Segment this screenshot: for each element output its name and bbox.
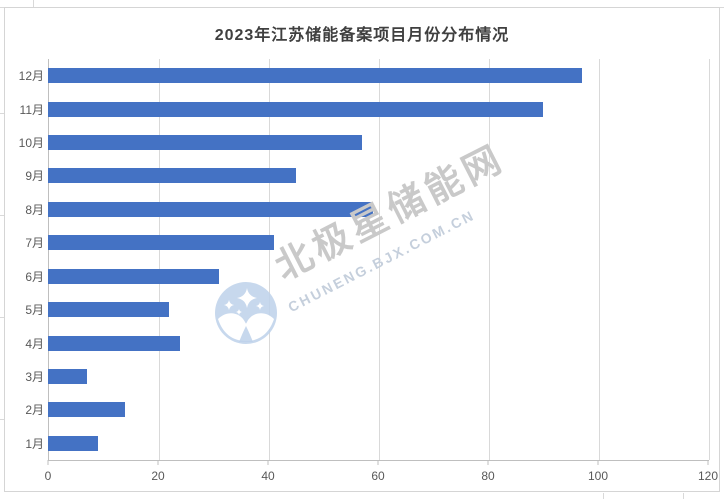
sheet-row-line bbox=[0, 419, 4, 420]
y-axis-label: 5月 bbox=[25, 303, 44, 318]
bar-row bbox=[48, 226, 708, 259]
value-axis-labels: 0 20 40 60 80 100 120 bbox=[44, 469, 718, 485]
bar-month-4[interactable] bbox=[48, 335, 180, 351]
bar-row bbox=[48, 159, 708, 192]
axis-tick bbox=[157, 460, 159, 465]
axis-tick bbox=[597, 460, 599, 465]
sheet-column-line bbox=[33, 0, 34, 7]
axis-tick bbox=[487, 460, 489, 465]
category-axis-labels: 12月 11月 10月 9月 8月 7月 6月 5月 4月 3月 2月 1月 bbox=[7, 59, 44, 460]
bar-row bbox=[48, 193, 708, 226]
bar-row bbox=[48, 326, 708, 359]
y-axis-label: 7月 bbox=[25, 236, 44, 251]
y-axis-label: 11月 bbox=[19, 102, 44, 117]
bar-month-10[interactable] bbox=[48, 135, 362, 151]
y-axis-label: 3月 bbox=[25, 370, 44, 384]
bar-month-7[interactable] bbox=[48, 235, 274, 251]
axis-tick bbox=[377, 460, 379, 465]
bar-row bbox=[48, 293, 708, 326]
bar-month-12[interactable] bbox=[48, 68, 582, 84]
x-axis-label: 120 bbox=[697, 469, 719, 483]
sheet-row-line bbox=[0, 113, 4, 114]
sheet-column-line bbox=[603, 493, 604, 499]
axis-tick bbox=[707, 460, 709, 465]
x-axis-label: 80 bbox=[481, 469, 495, 483]
gridline-120 bbox=[709, 59, 710, 460]
x-axis-label: 40 bbox=[261, 469, 275, 483]
y-axis-label: 12月 bbox=[18, 69, 44, 84]
gridline-100 bbox=[599, 59, 600, 460]
bar-row bbox=[48, 92, 708, 125]
chart-title[interactable]: 2023年江苏储能备案项目月份分布情况 bbox=[214, 27, 510, 44]
y-axis-label: 2月 bbox=[25, 403, 44, 418]
value-axis-ticks bbox=[47, 460, 709, 465]
sheet-column-line bbox=[683, 493, 684, 499]
bar-series bbox=[48, 59, 708, 460]
bar-month-1[interactable] bbox=[48, 435, 98, 451]
x-axis-label: 0 bbox=[44, 469, 52, 483]
gridline-80 bbox=[489, 59, 490, 460]
bar-month-6[interactable] bbox=[48, 268, 219, 284]
bar-month-3[interactable] bbox=[48, 369, 87, 384]
x-axis-label: 100 bbox=[587, 469, 609, 483]
axis-tick bbox=[267, 460, 269, 465]
bar-row bbox=[48, 126, 708, 159]
y-axis-label: 10月 bbox=[18, 136, 44, 151]
y-axis-label: 9月 bbox=[25, 169, 44, 184]
bar-month-11[interactable] bbox=[48, 101, 543, 117]
x-axis-label: 60 bbox=[371, 469, 385, 483]
gridline-40 bbox=[269, 59, 270, 460]
y-axis-label: 4月 bbox=[25, 336, 44, 351]
axis-tick bbox=[47, 460, 49, 465]
gridline-60 bbox=[379, 59, 380, 460]
bar-row bbox=[48, 393, 708, 426]
sheet-row-line bbox=[0, 317, 4, 318]
bar-row bbox=[48, 360, 708, 393]
x-axis-label: 20 bbox=[151, 469, 165, 483]
chart-object[interactable]: 2023年江苏储能备案项目月份分布情况 12月 11月 10月 9月 8月 7月 6月 5月 4… bbox=[4, 7, 720, 492]
plot-area bbox=[48, 59, 710, 461]
bar-month-9[interactable] bbox=[48, 168, 296, 184]
y-axis-label: 6月 bbox=[25, 269, 44, 284]
bar-row bbox=[48, 427, 708, 460]
bar-row bbox=[48, 260, 708, 293]
bar-month-8[interactable] bbox=[48, 201, 373, 217]
bar-row bbox=[48, 59, 708, 92]
gridline-20 bbox=[159, 59, 160, 460]
bar-month-2[interactable] bbox=[48, 402, 125, 418]
y-axis-label: 1月 bbox=[25, 436, 44, 451]
y-axis-label: 8月 bbox=[25, 202, 44, 217]
bar-month-5[interactable] bbox=[48, 302, 169, 318]
sheet-row-line bbox=[0, 215, 4, 216]
